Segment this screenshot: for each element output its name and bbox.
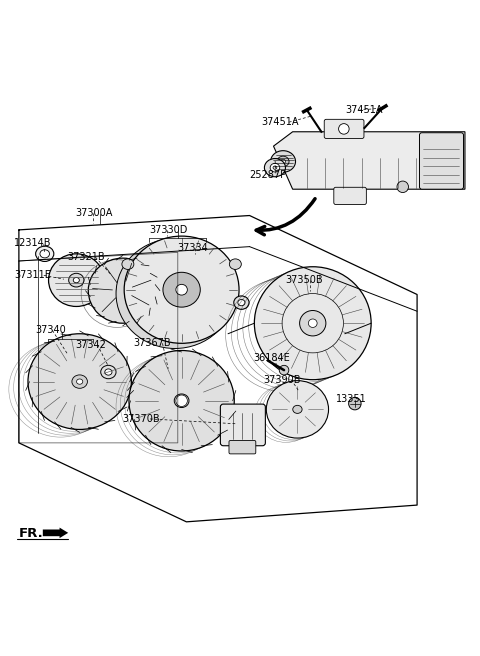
Ellipse shape — [129, 350, 234, 451]
Ellipse shape — [124, 236, 239, 343]
FancyBboxPatch shape — [229, 440, 256, 454]
FancyBboxPatch shape — [324, 119, 364, 138]
Text: 25287P: 25287P — [250, 170, 287, 180]
Ellipse shape — [40, 250, 49, 258]
FancyBboxPatch shape — [334, 188, 366, 205]
Ellipse shape — [229, 259, 241, 270]
Ellipse shape — [36, 246, 54, 262]
Text: FR.: FR. — [19, 527, 44, 541]
Ellipse shape — [238, 300, 245, 306]
Ellipse shape — [270, 163, 280, 172]
Ellipse shape — [273, 166, 277, 169]
Ellipse shape — [101, 365, 116, 379]
Text: 12314B: 12314B — [14, 238, 51, 248]
Text: 37342: 37342 — [75, 340, 106, 350]
Ellipse shape — [77, 379, 83, 384]
Ellipse shape — [266, 380, 328, 438]
Ellipse shape — [308, 319, 317, 327]
Ellipse shape — [117, 285, 129, 296]
Ellipse shape — [271, 151, 296, 173]
Text: 37311E: 37311E — [14, 270, 51, 280]
Circle shape — [348, 398, 361, 410]
Ellipse shape — [122, 259, 134, 270]
Ellipse shape — [69, 274, 84, 287]
Ellipse shape — [72, 375, 87, 388]
Text: 37350B: 37350B — [286, 275, 323, 285]
Text: 13351: 13351 — [336, 394, 366, 404]
Circle shape — [279, 365, 289, 375]
Ellipse shape — [105, 369, 112, 375]
Ellipse shape — [88, 258, 157, 323]
Text: 37451A: 37451A — [345, 105, 383, 115]
FancyArrowPatch shape — [256, 199, 315, 235]
Text: 37330D: 37330D — [149, 225, 187, 235]
FancyBboxPatch shape — [220, 404, 265, 445]
FancyBboxPatch shape — [420, 133, 464, 189]
Ellipse shape — [300, 310, 326, 336]
Polygon shape — [274, 132, 465, 189]
Ellipse shape — [174, 394, 189, 407]
Ellipse shape — [28, 334, 132, 430]
Ellipse shape — [264, 159, 286, 176]
Ellipse shape — [234, 296, 249, 310]
FancyArrow shape — [43, 527, 68, 538]
Ellipse shape — [176, 284, 187, 295]
Text: 37367B: 37367B — [134, 338, 171, 348]
Circle shape — [397, 181, 408, 193]
Ellipse shape — [163, 272, 200, 307]
Ellipse shape — [293, 405, 302, 413]
Ellipse shape — [281, 159, 286, 163]
Text: 37334: 37334 — [178, 243, 208, 253]
Text: 37370B: 37370B — [123, 414, 160, 424]
Ellipse shape — [277, 156, 289, 167]
Ellipse shape — [116, 239, 234, 348]
Text: 37451A: 37451A — [262, 117, 299, 127]
Text: 36184E: 36184E — [253, 353, 290, 363]
Circle shape — [176, 395, 187, 407]
Text: 37390B: 37390B — [263, 375, 300, 384]
Ellipse shape — [254, 267, 371, 380]
Text: 37300A: 37300A — [75, 208, 112, 218]
Ellipse shape — [48, 254, 104, 306]
Text: 37321B: 37321B — [68, 252, 105, 262]
Ellipse shape — [73, 277, 79, 283]
Text: 37340: 37340 — [35, 325, 66, 335]
Circle shape — [338, 123, 349, 134]
